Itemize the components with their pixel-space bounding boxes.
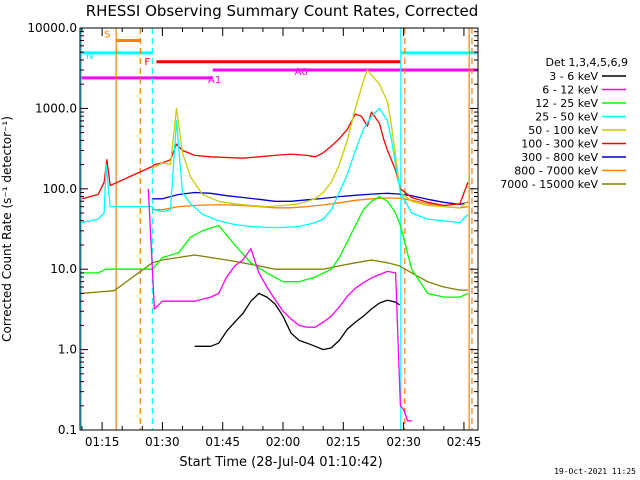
x-tick-label-1: 01:30: [145, 435, 180, 449]
x-tick-label-2: 01:45: [205, 435, 240, 449]
x-axis-ticks: 01:15 01:30 01:45 02:00 02:15 02:30 02:45: [81, 28, 482, 449]
series-line-4: [152, 69, 469, 209]
flag-bars: SN F A0 A1: [80, 29, 478, 86]
plot-frame: [79, 27, 479, 431]
x-tick-label-0: 01:15: [85, 435, 120, 449]
y-tick-label-5: 10000.0: [27, 21, 77, 35]
series-line-5: [81, 111, 469, 207]
flag-label-4: A0: [295, 67, 308, 78]
legend-label-4: 50 - 100 keV: [528, 124, 598, 137]
series-line-8: [81, 254, 468, 295]
x-tick-label-4: 02:15: [326, 435, 361, 449]
legend-label-8: 7000 - 15000 keV: [500, 178, 598, 191]
legend-label-3: 25 - 50 keV: [535, 111, 598, 124]
x-axis-label: Start Time (28-Jul-04 01:10:42): [179, 455, 382, 470]
flag-label-5: A1: [208, 75, 221, 86]
x-tick-label-3: 02:00: [266, 435, 301, 449]
series-line-0: [194, 292, 400, 351]
legend-label-5: 100 - 300 keV: [521, 138, 598, 151]
instrument-state-lines: [80, 28, 473, 430]
legend-label-7: 800 - 7000 keV: [514, 165, 598, 178]
chart-title: RHESSI Observing Summary Count Rates, Co…: [86, 2, 479, 20]
y-axis-label: Corrected Count Rate (s⁻¹ detector⁻¹): [0, 116, 14, 342]
x-tick-label-5: 02:30: [386, 435, 421, 449]
y-axis-ticks: 0.1 1.0 10.0 100.0 1000.0 10000.0: [27, 21, 478, 437]
y-tick-label-1: 1.0: [58, 343, 77, 357]
y-tick-label-4: 1000.0: [35, 101, 77, 115]
series-line-1: [147, 188, 412, 422]
legend-label-0: 3 - 6 keV: [549, 70, 598, 83]
legend-label-1: 6 - 12 keV: [542, 84, 598, 97]
y-tick-label-0: 0.1: [58, 423, 77, 437]
flag-label-1: N: [86, 51, 93, 62]
x-tick-label-6: 02:45: [447, 435, 482, 449]
legend-title: Det 1,3,4,5,6,9: [545, 56, 628, 69]
legend-label-2: 12 - 25 keV: [535, 97, 598, 110]
series-line-3: [81, 107, 469, 229]
legend-label-6: 300 - 800 keV: [521, 151, 598, 164]
timestamp: 19-Oct-2021 11:25: [554, 467, 636, 476]
series-line-2: [82, 195, 469, 298]
flag-label-0: S: [104, 29, 110, 40]
series-line-7: [152, 197, 468, 211]
y-tick-label-2: 10.0: [50, 262, 77, 276]
y-tick-label-3: 100.0: [43, 182, 77, 196]
data-series: [81, 69, 469, 422]
flag-label-3: F: [144, 57, 150, 68]
